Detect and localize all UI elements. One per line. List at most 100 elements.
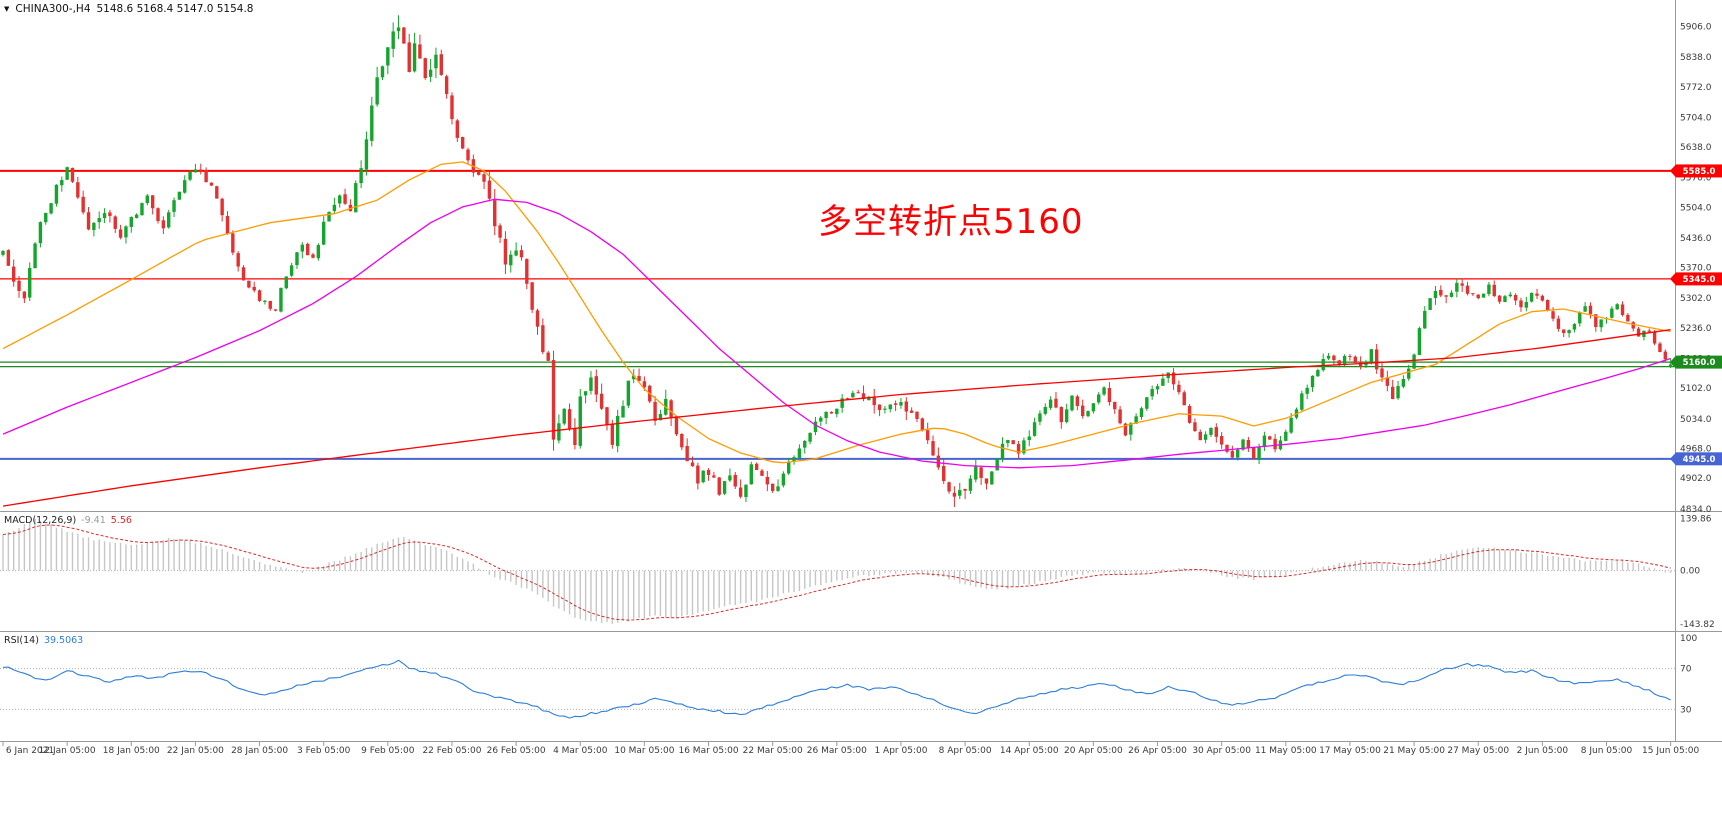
candle [1353, 355, 1357, 364]
macd-signal-value: 5.56 [110, 515, 132, 526]
candle [578, 388, 582, 449]
candle [17, 276, 21, 298]
macd-main-value: -9.41 [81, 515, 106, 526]
candle [386, 47, 390, 75]
candle [899, 397, 903, 409]
candle [674, 416, 679, 437]
rsi-axis-label: 70 [1680, 665, 1692, 675]
candle [305, 242, 310, 256]
candle [952, 486, 957, 507]
price-tag-label: 5585.0 [1683, 167, 1716, 177]
candle [925, 422, 930, 444]
candle [1054, 391, 1058, 409]
candle [263, 300, 267, 305]
candle [872, 388, 876, 414]
candle [81, 190, 85, 215]
candle [391, 22, 395, 58]
candle [33, 242, 37, 269]
candle [1535, 288, 1539, 300]
candle [1546, 299, 1550, 312]
candle [6, 249, 11, 266]
time-axis-label: 14 Apr 05:00 [1000, 746, 1059, 756]
price-axis-label: 5704.0 [1680, 113, 1712, 123]
candle [615, 409, 620, 453]
candle [1032, 417, 1037, 437]
candle [444, 74, 449, 99]
candle [418, 34, 422, 59]
candle [338, 194, 342, 208]
candle [225, 211, 230, 235]
candle [70, 167, 75, 183]
rsi-indicator-label: RSI(14) 39.5063 [4, 635, 83, 646]
candle [1428, 297, 1432, 311]
price-axis-label: 5570.0 [1680, 174, 1712, 184]
candle [300, 242, 305, 259]
candle [482, 169, 486, 190]
candle [749, 461, 753, 485]
candle [717, 476, 721, 496]
price-axis-label: 5838.0 [1680, 53, 1712, 63]
candle [1252, 447, 1256, 460]
time-axis-label: 3 Feb 05:00 [297, 746, 351, 756]
time-axis-label: 21 May 05:00 [1383, 746, 1445, 756]
candle [1374, 344, 1379, 374]
candle [1497, 295, 1502, 304]
symbol-ohlc-label: ▼ CHINA300-,H4 5148.6 5168.4 5147.0 5154… [4, 3, 253, 15]
candle [102, 208, 107, 224]
candle [1177, 380, 1181, 395]
candle [150, 195, 155, 215]
candle [963, 488, 967, 500]
candle [546, 350, 550, 362]
candle [1562, 329, 1566, 338]
candle [1572, 323, 1577, 333]
candle [1487, 281, 1491, 297]
candle [776, 479, 780, 492]
candle [1011, 440, 1015, 445]
pane-separators [0, 0, 1722, 742]
time-axis-label: 6 Jan 2021 [6, 746, 54, 756]
candle [1284, 429, 1288, 442]
price-axis-label: 5370.0 [1680, 264, 1712, 274]
candle [1599, 319, 1603, 333]
candle [797, 444, 802, 459]
candle [530, 282, 534, 313]
candle [118, 224, 123, 240]
candle [1578, 311, 1582, 327]
candle [402, 26, 406, 44]
candle [1321, 353, 1325, 372]
candle [1080, 399, 1085, 419]
candle [113, 215, 117, 233]
rsi-label-text: RSI(14) [4, 635, 39, 646]
price-axis-label: 5772.0 [1680, 83, 1712, 93]
candle [1075, 394, 1080, 411]
candle [1139, 406, 1144, 420]
time-axis-label: 22 Jan 05:00 [167, 746, 224, 756]
rsi-axis-label: 30 [1680, 705, 1692, 715]
candle [60, 176, 64, 192]
candle [498, 223, 502, 243]
candle [1086, 410, 1090, 418]
candle [97, 211, 101, 229]
candle [653, 396, 657, 426]
candle [808, 432, 812, 445]
candle [268, 300, 272, 311]
candle [1064, 403, 1069, 424]
candle [273, 309, 278, 312]
time-axis-label: 8 Apr 05:00 [939, 746, 992, 756]
candle [455, 118, 460, 142]
time-axis-label: 8 Jun 05:00 [1581, 746, 1633, 756]
price-axis-label: 5906.0 [1680, 23, 1712, 33]
price-tag [1676, 164, 1722, 178]
price-axis: 5906.0 5838.0 5772.0 5704.0 5638.0 5570.0 5504… [1680, 23, 1712, 515]
candle [1391, 379, 1395, 400]
candle [835, 408, 839, 418]
candle [979, 466, 983, 485]
candle [754, 462, 759, 471]
rsi-pane [0, 659, 1675, 719]
candle [1396, 380, 1400, 400]
candle [1519, 297, 1523, 312]
annotation-text[interactable]: 多空转折点5160 [818, 202, 1084, 242]
